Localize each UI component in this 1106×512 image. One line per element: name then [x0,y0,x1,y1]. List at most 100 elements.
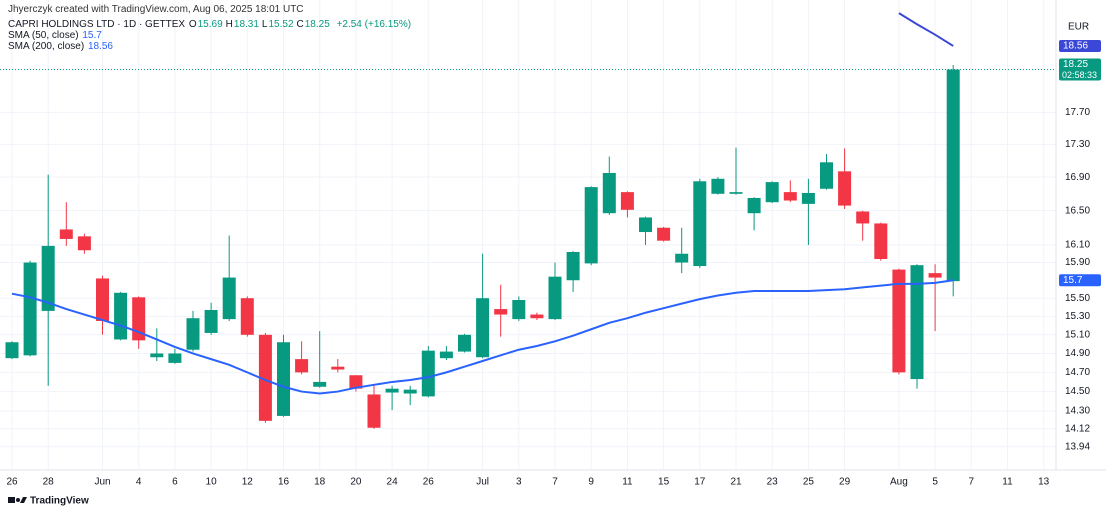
symbol-title: CAPRI HOLDINGS LTD · 1D · GETTEX [8,19,186,30]
candle-body [783,192,797,201]
x-tick-label: Jul [476,477,489,488]
brand-logo: TradingView [8,496,89,507]
candle-body [258,334,272,421]
candle-body [892,269,906,373]
candle-body [584,187,598,264]
brand-name: TradingView [30,496,89,507]
candle-body [277,342,290,416]
x-tick-label: 13 [1038,477,1050,488]
sma-line [898,12,954,47]
credit: Jhyerczyk created with TradingView.com, … [8,4,304,15]
candle-body [856,211,870,224]
candle-body [41,245,55,311]
ohlc-key: O [188,19,197,30]
x-tick-label: Aug [890,477,908,488]
y-tick-label: 14.12 [1065,423,1090,434]
legend-value: 18.56 [87,41,113,52]
legend-name: SMA (200, close) [8,41,85,52]
ohlc-key: C [296,19,304,30]
logo-dot [16,498,20,502]
y-tick-label: 14.90 [1065,348,1090,359]
candle-body [59,229,73,239]
price-tag [1059,58,1101,81]
x-tick-label: 26 [6,477,18,488]
sma-line [11,279,954,395]
candle-body [403,389,417,394]
candle-body [620,192,634,210]
candle-body [204,309,218,333]
candle-body [530,314,544,319]
candle-body [747,197,761,214]
logo-mark [20,497,27,503]
ohlc-key: H [225,19,233,30]
y-tick-label: 17.70 [1065,107,1090,118]
logo-mark [8,497,15,503]
price-tag [1059,274,1101,287]
candle-body [512,300,526,320]
candle-body [820,162,833,189]
x-tick-label: 12 [242,477,254,488]
price-tag-label: 15.7 [1063,275,1083,286]
y-tick-label: 14.70 [1065,367,1090,378]
x-tick-label: 20 [350,477,362,488]
y-tick-label: 17.30 [1065,139,1090,150]
candle-body [602,172,616,214]
y-tick-label: 16.10 [1065,240,1090,251]
x-tick-label: 16 [278,477,290,488]
x-tick-label: 5 [932,477,938,488]
candle-body [222,277,236,320]
candle-body [675,253,689,263]
candle-body [114,292,128,340]
price-tag-label: 18.25 [1063,59,1088,70]
candle-body [77,236,91,251]
candle-body [765,182,779,203]
candle-body [295,359,309,373]
candle-body [349,375,363,389]
price-tag [1059,39,1101,52]
ohlc-value: 15.52 [268,19,294,30]
ohlc-key: L [261,19,268,30]
candle-body [367,394,381,428]
x-tick-label: 28 [43,477,55,488]
candle-body [385,388,399,393]
currency: EUR [1068,22,1089,33]
candle-body [801,192,815,204]
ohlc-values: O15.69 H18.31 L15.52 C18.25 [189,19,333,30]
candle-body [458,334,471,352]
x-tick-label: 11 [622,477,633,488]
candle-body [132,297,146,341]
x-tick-label: 9 [588,477,594,488]
legend-value: 15.7 [82,30,102,41]
x-tick-label: 26 [423,477,435,488]
change: +2.54 (+16.15%) [336,19,412,30]
x-tick-label: 3 [516,477,522,488]
candle-body [494,309,508,315]
candle-body [5,342,19,359]
candle-body [548,276,562,320]
candle-body [240,298,254,335]
price-tag-label: 18.56 [1063,41,1088,52]
x-tick-label: 7 [552,477,558,488]
candle-body [150,353,164,358]
y-tick-label: 14.50 [1065,386,1090,397]
y-tick-label: 14.30 [1065,406,1090,417]
candle-body [96,278,109,321]
legend-name: SMA (50, close) [8,30,79,41]
y-tick-label: 15.90 [1065,257,1090,268]
x-tick-label: 6 [172,477,178,488]
candle-body [657,227,671,241]
candle-body [711,178,725,194]
candle-body [186,318,200,350]
y-tick-label: 15.10 [1065,329,1090,340]
x-tick-label: 15 [658,477,670,488]
candle-body [168,353,182,363]
x-tick-label: 24 [387,477,399,488]
y-tick-label: 15.50 [1065,293,1090,304]
candle-body [566,251,580,281]
sma200-legend: SMA (200, close) 18.56 [8,41,114,52]
candle-body [421,350,435,397]
x-tick-label: 7 [969,477,975,488]
y-tick-label: 15.30 [1065,311,1090,322]
y-tick-label: 13.94 [1065,441,1090,452]
countdown: 02:58:33 [1062,70,1097,80]
